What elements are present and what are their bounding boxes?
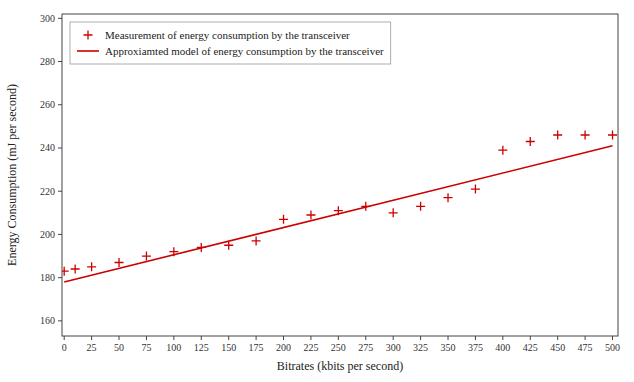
x-tick-label: 225 bbox=[303, 342, 318, 353]
y-tick bbox=[58, 320, 62, 321]
x-tick-label: 475 bbox=[578, 342, 593, 353]
scatter-point bbox=[498, 146, 507, 155]
legend-label: Approxiamted model of energy consumption… bbox=[105, 45, 384, 57]
x-tick bbox=[393, 336, 394, 340]
y-tick-label: 260 bbox=[40, 99, 55, 110]
scatter-point bbox=[581, 131, 590, 140]
y-tick-label: 200 bbox=[40, 229, 55, 240]
scatter-point bbox=[142, 252, 151, 261]
x-tick-label: 500 bbox=[605, 342, 620, 353]
x-tick bbox=[530, 336, 531, 340]
scatter-point bbox=[608, 131, 617, 140]
x-tick-label: 275 bbox=[358, 342, 373, 353]
scatter-point bbox=[471, 185, 480, 194]
x-tick-label: 425 bbox=[523, 342, 538, 353]
x-tick bbox=[502, 336, 503, 340]
x-tick-label: 325 bbox=[413, 342, 428, 353]
x-tick bbox=[338, 336, 339, 340]
y-tick bbox=[58, 104, 62, 105]
x-tick bbox=[310, 336, 311, 340]
y-tick-label: 220 bbox=[40, 186, 55, 197]
legend: Measurement of energy consumption by the… bbox=[70, 22, 391, 64]
x-tick bbox=[201, 336, 202, 340]
x-tick bbox=[64, 336, 65, 340]
x-tick bbox=[256, 336, 257, 340]
chart: 0 25 50 75 100 125 150 175 200 225 250 275 300 325 350… bbox=[0, 0, 634, 382]
y-tick-label: 160 bbox=[40, 315, 55, 326]
y-tick bbox=[58, 147, 62, 148]
scatter-point bbox=[361, 202, 370, 211]
x-tick bbox=[448, 336, 449, 340]
x-tick-label: 175 bbox=[249, 342, 264, 353]
x-tick bbox=[475, 336, 476, 340]
scatter-point bbox=[444, 193, 453, 202]
y-tick bbox=[58, 61, 62, 62]
x-tick-label: 300 bbox=[386, 342, 401, 353]
x-tick-label: 0 bbox=[62, 342, 67, 353]
x-axis-label: Bitrates (kbits per second) bbox=[277, 359, 403, 373]
scatter-point bbox=[62, 267, 69, 276]
y-tick-label: 180 bbox=[40, 272, 55, 283]
plot-area bbox=[62, 131, 617, 282]
x-tick bbox=[585, 336, 586, 340]
x-tick-label: 25 bbox=[87, 342, 97, 353]
y-tick-label: 240 bbox=[40, 142, 55, 153]
y-tick bbox=[58, 18, 62, 19]
model-line bbox=[64, 146, 612, 282]
x-tick-label: 450 bbox=[550, 342, 565, 353]
legend-swatch bbox=[77, 50, 99, 52]
axes: 0 25 50 75 100 125 150 175 200 225 250 275 300 325 350… bbox=[40, 13, 620, 353]
legend-swatch bbox=[84, 31, 93, 40]
x-tick bbox=[283, 336, 284, 340]
scatter-point bbox=[389, 208, 398, 217]
scatter-point bbox=[279, 215, 288, 224]
x-tick-label: 250 bbox=[331, 342, 346, 353]
legend-item: Approxiamted model of energy consumption… bbox=[77, 45, 384, 57]
scatter-point bbox=[115, 258, 124, 267]
y-tick bbox=[58, 234, 62, 235]
x-tick-label: 350 bbox=[441, 342, 456, 353]
legend-item: Measurement of energy consumption by the… bbox=[84, 29, 351, 41]
x-tick-label: 50 bbox=[114, 342, 124, 353]
x-tick bbox=[173, 336, 174, 340]
legend-box bbox=[70, 22, 391, 64]
x-tick-label: 400 bbox=[495, 342, 510, 353]
x-tick bbox=[365, 336, 366, 340]
scatter-point bbox=[306, 210, 315, 219]
scatter-point bbox=[553, 131, 562, 140]
x-tick bbox=[420, 336, 421, 340]
scatter-point bbox=[526, 137, 535, 146]
scatter-point bbox=[169, 247, 178, 256]
x-tick-label: 375 bbox=[468, 342, 483, 353]
scatter-point bbox=[87, 262, 96, 271]
x-tick bbox=[91, 336, 92, 340]
x-tick-label: 100 bbox=[166, 342, 181, 353]
y-tick bbox=[58, 191, 62, 192]
x-tick-label: 150 bbox=[221, 342, 236, 353]
scatter-point bbox=[224, 241, 233, 250]
scatter-point bbox=[197, 243, 206, 252]
x-tick-label: 125 bbox=[194, 342, 209, 353]
scatter-point bbox=[71, 265, 80, 274]
x-tick-label: 75 bbox=[141, 342, 151, 353]
x-tick bbox=[146, 336, 147, 340]
x-tick bbox=[612, 336, 613, 340]
plot-frame bbox=[62, 14, 618, 336]
scatter-point bbox=[416, 202, 425, 211]
x-tick bbox=[228, 336, 229, 340]
scatter-point bbox=[334, 206, 343, 215]
scatter-point bbox=[252, 236, 261, 245]
x-tick bbox=[119, 336, 120, 340]
y-axis-label: Energy Consumption (mJ per second) bbox=[5, 84, 19, 266]
legend-label: Measurement of energy consumption by the… bbox=[105, 29, 350, 41]
x-tick-label: 200 bbox=[276, 342, 291, 353]
y-tick-label: 280 bbox=[40, 56, 55, 67]
y-tick bbox=[58, 277, 62, 278]
x-tick bbox=[557, 336, 558, 340]
y-tick-label: 300 bbox=[40, 13, 55, 24]
